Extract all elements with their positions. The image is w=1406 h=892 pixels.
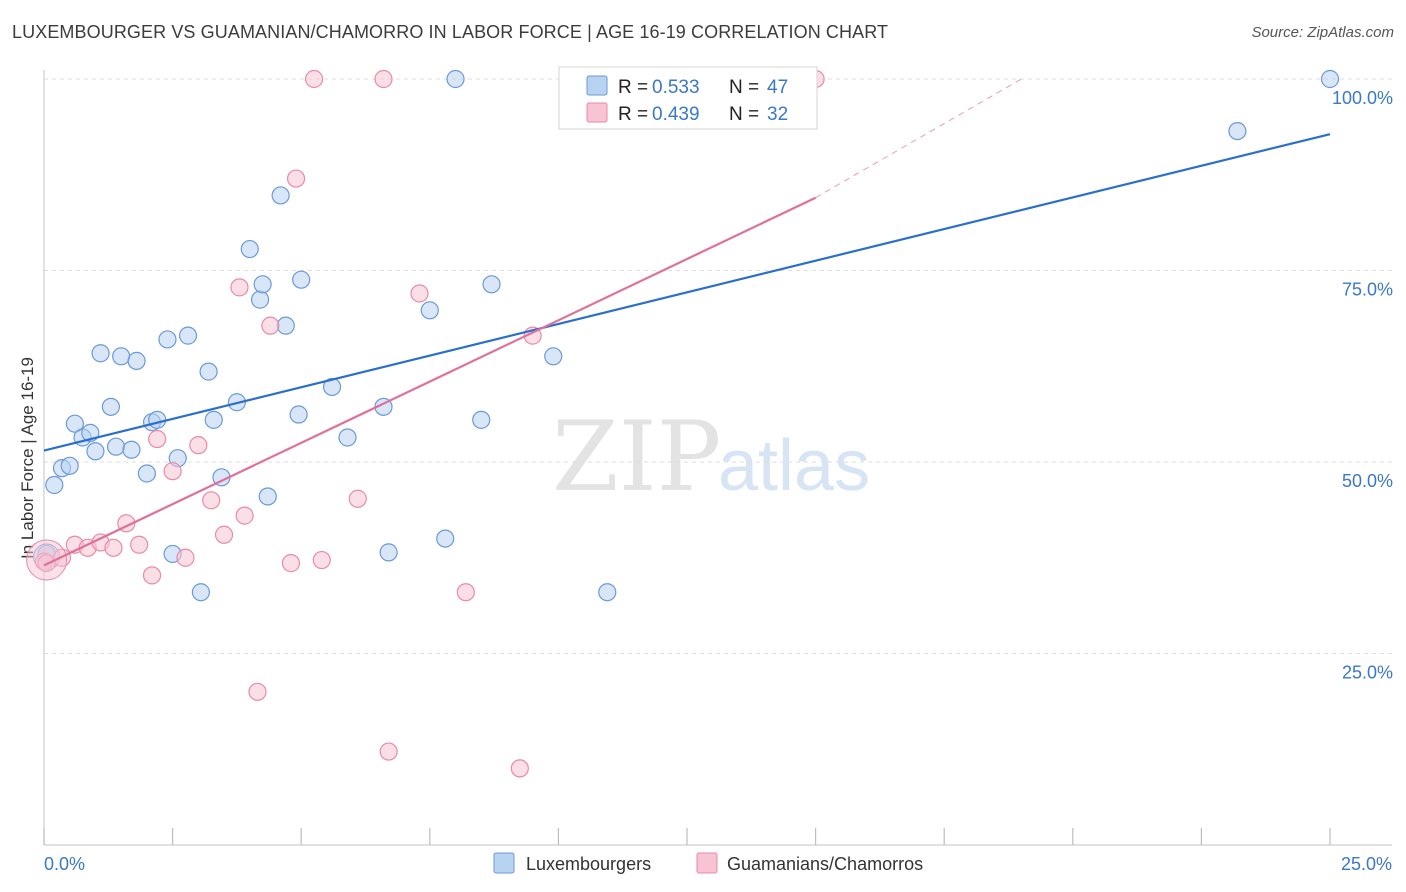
legend-swatch-pink	[586, 102, 608, 123]
data-point-luxembourger	[322, 377, 342, 397]
bottom-legend-label-luxembourgers: Luxembourgers	[526, 854, 651, 874]
data-point-guamanian	[230, 278, 249, 297]
data-point-guamanian-cluster	[26, 539, 68, 581]
source-label: Source: ZipAtlas.com	[1251, 24, 1394, 41]
trendline-guamanians	[43, 196, 817, 567]
data-point-guamanian	[410, 284, 429, 303]
watermark-zip: ZIP	[552, 401, 721, 513]
data-point-luxembourger	[127, 351, 146, 370]
data-point-guamanian	[348, 489, 367, 508]
data-point-luxembourger	[250, 290, 270, 309]
data-point-luxembourger	[148, 410, 167, 429]
x-tick-marks	[43, 828, 1331, 845]
data-point-luxembourger	[482, 275, 501, 294]
series-luxembourgers	[33, 69, 1340, 602]
data-point-luxembourger	[91, 344, 110, 363]
legend-n-value-blue: 47	[767, 77, 788, 98]
x-tick-label-max: 25.0%	[1341, 854, 1392, 874]
data-point-guamanian	[312, 550, 331, 570]
data-point-luxembourger	[292, 270, 311, 289]
data-point-luxembourger	[446, 69, 465, 89]
data-point-luxembourger	[338, 428, 357, 447]
data-point-luxembourger	[45, 475, 64, 495]
data-point-luxembourger	[379, 543, 398, 562]
series-guamanians	[26, 69, 825, 778]
data-point-guamanian	[248, 682, 267, 701]
trendline-guamanians-extension	[815, 78, 1022, 199]
data-point-luxembourger	[191, 583, 210, 602]
data-point-guamanian	[379, 742, 398, 761]
data-point-guamanian	[214, 525, 234, 544]
data-point-guamanian	[163, 462, 182, 481]
data-point-guamanian	[189, 436, 208, 455]
data-point-guamanian	[374, 69, 393, 89]
data-point-luxembourger	[112, 347, 131, 366]
data-point-luxembourger	[289, 405, 308, 424]
data-point-guamanian	[202, 491, 221, 510]
data-point-luxembourger	[158, 330, 177, 349]
data-point-luxembourger	[420, 301, 439, 320]
data-point-luxembourger	[1320, 69, 1340, 89]
y-tick-label: 100.0%	[1332, 88, 1393, 108]
gridlines	[44, 78, 1392, 654]
data-point-guamanian	[510, 759, 529, 778]
data-point-guamanian	[286, 169, 306, 188]
y-axis-title: In Labor Force | Age 16-19	[18, 357, 37, 559]
data-point-guamanian	[130, 535, 149, 554]
data-point-guamanian	[104, 538, 123, 557]
legend-r-label-blue: R =	[618, 77, 648, 98]
data-point-luxembourger	[1228, 121, 1247, 141]
legend-n-label-pink: N =	[729, 104, 759, 125]
y-tick-labels: 25.0% 50.0% 75.0% 100.0%	[1332, 88, 1393, 683]
data-point-luxembourger	[137, 464, 156, 483]
data-point-luxembourger	[60, 456, 79, 475]
legend-n-label-blue: N =	[729, 77, 759, 98]
data-point-luxembourger	[178, 326, 198, 345]
data-point-guamanian	[456, 583, 475, 602]
data-point-luxembourger	[106, 437, 126, 456]
legend-r-label-pink: R =	[618, 104, 648, 125]
legend-swatch-blue	[586, 75, 608, 96]
data-point-guamanian	[176, 548, 195, 567]
legend-r-value-pink: 0.439	[652, 104, 700, 125]
data-point-luxembourger	[271, 186, 290, 205]
data-point-luxembourger	[598, 583, 617, 602]
data-point-luxembourger	[472, 410, 491, 429]
data-point-luxembourger	[65, 414, 84, 433]
trendline-luxembourgers	[43, 133, 1331, 452]
data-point-guamanian	[148, 429, 167, 449]
y-tick-label: 50.0%	[1342, 471, 1393, 491]
data-point-luxembourger	[436, 529, 455, 548]
trendlines	[43, 78, 1331, 567]
bottom-legend-swatch-blue	[493, 852, 515, 874]
bottom-legend-swatch-pink	[696, 852, 718, 874]
data-point-luxembourger	[240, 239, 259, 259]
axes	[43, 70, 1392, 846]
data-point-luxembourger	[204, 410, 223, 429]
bottom-legend-label-guamanians: Guamanians/Chamorros	[727, 854, 923, 874]
y-tick-label: 25.0%	[1342, 663, 1393, 683]
series-legend: Luxembourgers Guamanians/Chamorros	[493, 852, 923, 874]
data-point-guamanian	[142, 566, 162, 585]
data-point-guamanian	[235, 506, 254, 525]
data-point-guamanian	[281, 554, 301, 573]
watermark-atlas: atlas	[718, 426, 870, 506]
data-point-luxembourger	[276, 316, 295, 335]
stats-legend: R = 0.533 N = 47 R = 0.439 N = 32	[558, 66, 818, 130]
data-point-luxembourger	[544, 347, 563, 366]
legend-r-value-blue: 0.533	[652, 77, 700, 98]
data-point-luxembourger	[86, 442, 105, 461]
y-tick-label: 75.0%	[1342, 280, 1393, 300]
data-point-luxembourger	[199, 362, 218, 381]
chart-title: LUXEMBOURGER VS GUAMANIAN/CHAMORRO IN LA…	[12, 22, 889, 42]
data-point-luxembourger	[122, 440, 141, 459]
data-point-luxembourger	[101, 397, 120, 416]
x-tick-label-min: 0.0%	[44, 854, 85, 874]
data-point-luxembourger	[253, 275, 272, 294]
legend-n-value-pink: 32	[767, 104, 788, 125]
data-point-guamanian	[261, 316, 280, 335]
data-point-luxembourger	[258, 487, 277, 506]
data-point-guamanian	[304, 69, 324, 89]
